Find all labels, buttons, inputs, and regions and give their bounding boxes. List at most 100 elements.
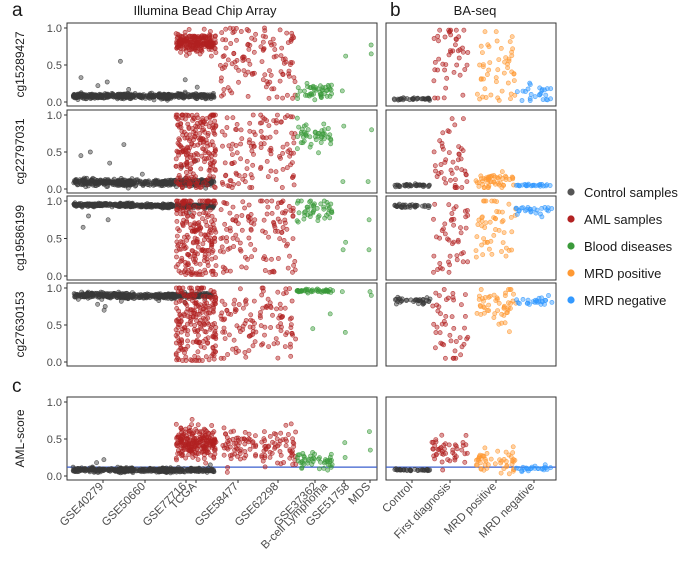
point-GSE62298: [281, 237, 287, 243]
point-TCGA: [201, 285, 207, 291]
point-TCGA: [194, 311, 200, 317]
point-MRD positive: [493, 227, 498, 232]
point-GSE40279: [108, 467, 114, 473]
point-GSE58477: [246, 348, 252, 353]
point-GSE37362: [298, 198, 304, 204]
point-GSE62298: [275, 228, 281, 234]
point-First diagnosis: [436, 56, 442, 62]
panel-letter-b: b: [390, 0, 401, 21]
point-GSE40279: [72, 468, 78, 474]
point-First diagnosis: [450, 355, 456, 361]
point-GSE58477: [241, 68, 247, 73]
point-TCGA: [211, 236, 217, 241]
point-GSE62298: [270, 36, 276, 42]
point-GSE62298: [263, 135, 269, 141]
point-GSE77716: [172, 292, 178, 298]
point-GSE62298: [290, 114, 295, 120]
point-TCGA: [185, 234, 191, 240]
point-TCGA: [211, 429, 217, 435]
point-First diagnosis: [446, 269, 452, 275]
point-GSE77716: [197, 93, 203, 99]
point-TCGA: [212, 152, 218, 158]
point-MRD positive: [509, 174, 515, 180]
point-TCGA: [173, 300, 179, 306]
point-GSE37362: [313, 137, 319, 143]
point-TCGA: [191, 143, 197, 148]
point-GSE77716: [155, 294, 161, 299]
point-MRD negative: [549, 299, 555, 305]
point-MDS: [366, 429, 372, 434]
point-GSE62298: [262, 268, 268, 273]
point-TCGA: [203, 448, 209, 454]
point-First diagnosis: [437, 330, 443, 336]
point-MRD positive: [488, 92, 494, 98]
point-TCGA: [205, 335, 211, 341]
point-TCGA: [202, 252, 208, 258]
point-GSE50660: [141, 293, 147, 299]
point-GSE77716: [188, 467, 194, 473]
point-GSE58477: [227, 210, 233, 216]
point-First diagnosis: [431, 149, 437, 155]
point-GSE62298: [265, 296, 271, 302]
point-GSE37362: [316, 150, 321, 156]
point-GSE58477: [245, 58, 251, 63]
point-MRD positive: [508, 96, 513, 102]
point-GSE37362: [299, 465, 305, 471]
point-GSE40279: [95, 83, 101, 89]
point-GSE58477: [251, 49, 257, 55]
point-TCGA: [174, 305, 180, 311]
point-First diagnosis: [448, 167, 454, 173]
point-MRD negative: [525, 297, 531, 303]
point-TCGA: [193, 299, 199, 305]
point-TCGA: [180, 223, 186, 229]
point-Control: [394, 204, 400, 209]
point-GSE58477: [234, 122, 240, 127]
point-GSE58477: [219, 298, 225, 304]
point-GSE50660: [116, 467, 122, 473]
y-tick-label: 1.0: [47, 196, 62, 208]
point-TCGA: [207, 294, 212, 300]
point-GSE62298: [265, 204, 271, 210]
point-GSE62298: [288, 322, 294, 327]
point-GSE58477: [243, 437, 249, 443]
point-GSE62298: [269, 42, 274, 48]
point-GSE62298: [271, 222, 277, 228]
point-GSE37362: [296, 124, 301, 130]
point-GSE58477: [247, 61, 253, 67]
point-GSE58477: [222, 336, 228, 341]
y-tick-label: 0.0: [47, 184, 62, 196]
point-First diagnosis: [460, 92, 466, 98]
point-MRD positive: [505, 80, 511, 86]
point-Control: [396, 183, 402, 189]
point-GSE58477: [249, 148, 255, 154]
point-GSE58477: [236, 302, 242, 307]
point-GSE40279: [89, 95, 95, 101]
point-GSE58477: [221, 425, 227, 431]
point-Control: [408, 297, 414, 303]
point-MRD positive: [493, 29, 499, 35]
point-MRD negative: [537, 182, 543, 187]
point-TCGA: [211, 348, 217, 354]
point-GSE62298: [260, 341, 266, 347]
point-MRD positive: [501, 303, 507, 309]
point-First diagnosis: [462, 325, 467, 331]
point-TCGA: [210, 309, 216, 315]
point-MRD negative: [523, 183, 529, 188]
point-GSE58477: [240, 305, 246, 311]
point-MRD positive: [479, 223, 485, 229]
point-GSE62298: [272, 441, 278, 446]
point-TCGA: [177, 312, 183, 318]
point-GSE58477: [223, 37, 229, 43]
point-TCGA: [186, 27, 192, 32]
point-GSE58477: [227, 437, 232, 443]
point-GSE37362: [303, 122, 309, 128]
point-GSE50660: [130, 204, 136, 209]
point-GSE58477: [242, 179, 248, 185]
point-MRD positive: [503, 245, 509, 251]
point-GSE58477: [224, 201, 230, 207]
point-GSE62298: [283, 243, 289, 249]
point-GSE62298: [261, 256, 266, 261]
point-GSE58477: [238, 156, 243, 162]
point-MRD positive: [502, 59, 507, 65]
point-First diagnosis: [449, 314, 455, 320]
